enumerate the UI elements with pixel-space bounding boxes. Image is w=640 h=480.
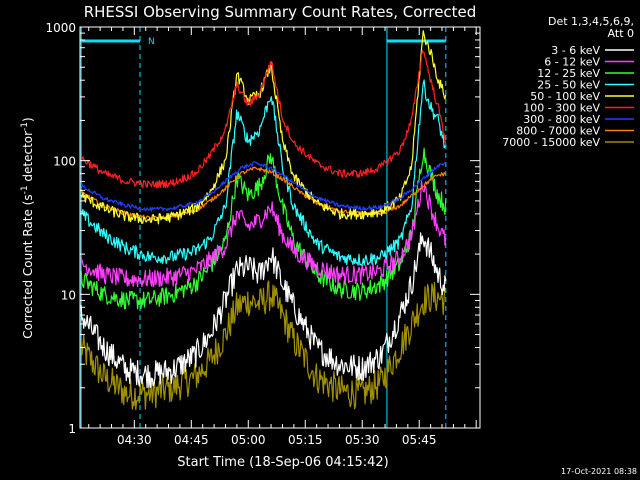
y-axis-label-part3: ) [21,117,35,122]
chart-title: RHESSI Observing Summary Count Rates, Co… [84,3,477,21]
legend-entry-label: 12 - 25 keV [537,67,600,80]
x-tick-label: 05:45 [402,433,437,447]
legend-header-detectors: Det 1,3,4,5,6,9, [548,15,634,28]
timestamp: 17-Oct-2021 08:38 [561,467,637,476]
x-axis: 04:30 04:45 05:00 05:15 05:30 05:45 [88,27,477,447]
legend-header-attenuator: Att 0 [608,27,634,40]
y-axis-label: Corrected Count Rate (s-1 detector-1) [20,117,35,338]
y-tick-label: 100 [53,155,76,169]
y-axis-label-part2: detector [21,131,35,186]
y-tick-label: 1000 [45,21,76,35]
night-markers: N [80,27,447,428]
legend-entry-label: 7000 - 15000 keV [502,136,600,149]
y-axis-label-sup1: -1 [20,185,30,194]
legend-entry-label: 300 - 800 keV [523,113,600,126]
series-line-8 [80,280,447,411]
legend-entry-label: 3 - 6 keV [551,44,600,57]
series-line-0 [80,232,447,389]
legend-entry-label: 25 - 50 keV [537,79,600,92]
legend-entry-label: 6 - 12 keV [544,56,600,69]
legend-entry-label: 50 - 100 keV [530,90,600,103]
y-tick-label: 10 [61,288,76,302]
series-line-4 [80,30,447,225]
series-line-5 [80,49,447,189]
plot-frame [79,26,481,429]
night-marker-label: N [148,37,155,47]
y-axis-label-sup2: -1 [20,122,30,131]
series-line-3 [80,79,447,266]
series-line-2 [80,147,447,310]
series-lines [80,30,447,411]
x-axis-label: Start Time (18-Sep-06 04:15:42) [177,455,388,470]
x-tick-label: 04:45 [174,433,209,447]
y-axis-label-part1: Corrected Count Rate (s [21,194,35,338]
series-line-7 [80,166,446,221]
legend-entry-label: 800 - 7000 keV [516,125,600,138]
y-tick-label: 1 [68,422,76,436]
x-tick-label: 05:00 [231,433,266,447]
x-tick-label: 04:30 [117,433,152,447]
legend-entry-label: 100 - 300 keV [523,102,600,115]
x-tick-label: 05:15 [288,433,323,447]
y-axis: 1 10 100 1000 [45,21,480,436]
series-line-1 [80,179,447,288]
x-tick-label: 05:30 [345,433,380,447]
series-line-6 [80,161,447,212]
